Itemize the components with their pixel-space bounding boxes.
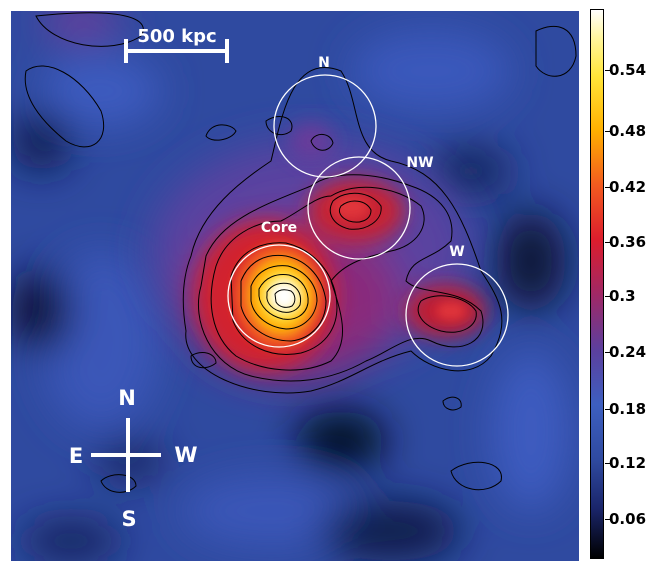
compass-east: E <box>69 444 83 468</box>
colorbar-tick <box>605 242 610 243</box>
colorbar-tick-label: 0.12 <box>609 454 647 472</box>
colorbar-tick-label: 0.42 <box>609 178 647 196</box>
region-circle-n <box>273 74 377 178</box>
colorbar-tick-label: 0.48 <box>609 122 647 140</box>
colorbar-tick-label: 0.24 <box>609 343 647 361</box>
intensity-map: N NW Core W 500 kpc N S E W <box>11 11 579 561</box>
scale-bar: 500 kpc <box>124 26 229 63</box>
colorbar-tick <box>605 519 610 520</box>
region-circle-w <box>405 263 509 367</box>
region-circle-nw <box>307 156 411 260</box>
region-label-w: W <box>449 244 464 260</box>
region-circle-core <box>227 244 331 348</box>
colorbar-tick <box>605 409 610 410</box>
colorbar-tick <box>605 296 610 297</box>
colorbar-tick <box>605 463 610 464</box>
colorbar-tick-label: 0.3 <box>609 287 636 305</box>
region-label-nw: NW <box>406 155 433 171</box>
region-circles <box>227 74 509 367</box>
contour-lines <box>24 12 577 493</box>
core-emission <box>234 195 466 348</box>
colorbar-tick <box>605 70 610 71</box>
scale-bar-label: 500 kpc <box>137 26 216 47</box>
colorbar <box>590 9 604 559</box>
colorbar-tick <box>605 187 610 188</box>
region-label-core: Core <box>261 220 297 236</box>
colorbar-tick-label: 0.36 <box>609 233 647 251</box>
colorbar-tick-label: 0.54 <box>609 61 647 79</box>
region-label-n: N <box>318 55 330 71</box>
compass-west: W <box>174 443 197 467</box>
compass-north: N <box>118 386 136 410</box>
noise-texture <box>11 11 571 561</box>
map-svg: N NW Core W 500 kpc N S E W <box>11 11 579 561</box>
colorbar-tick-label: 0.18 <box>609 400 647 418</box>
colorbar-tick <box>605 352 610 353</box>
colorbar-tick-label: 0.06 <box>609 510 647 528</box>
compass: N S E W <box>69 386 198 531</box>
compass-south: S <box>121 507 136 531</box>
colorbar-tick <box>605 131 610 132</box>
